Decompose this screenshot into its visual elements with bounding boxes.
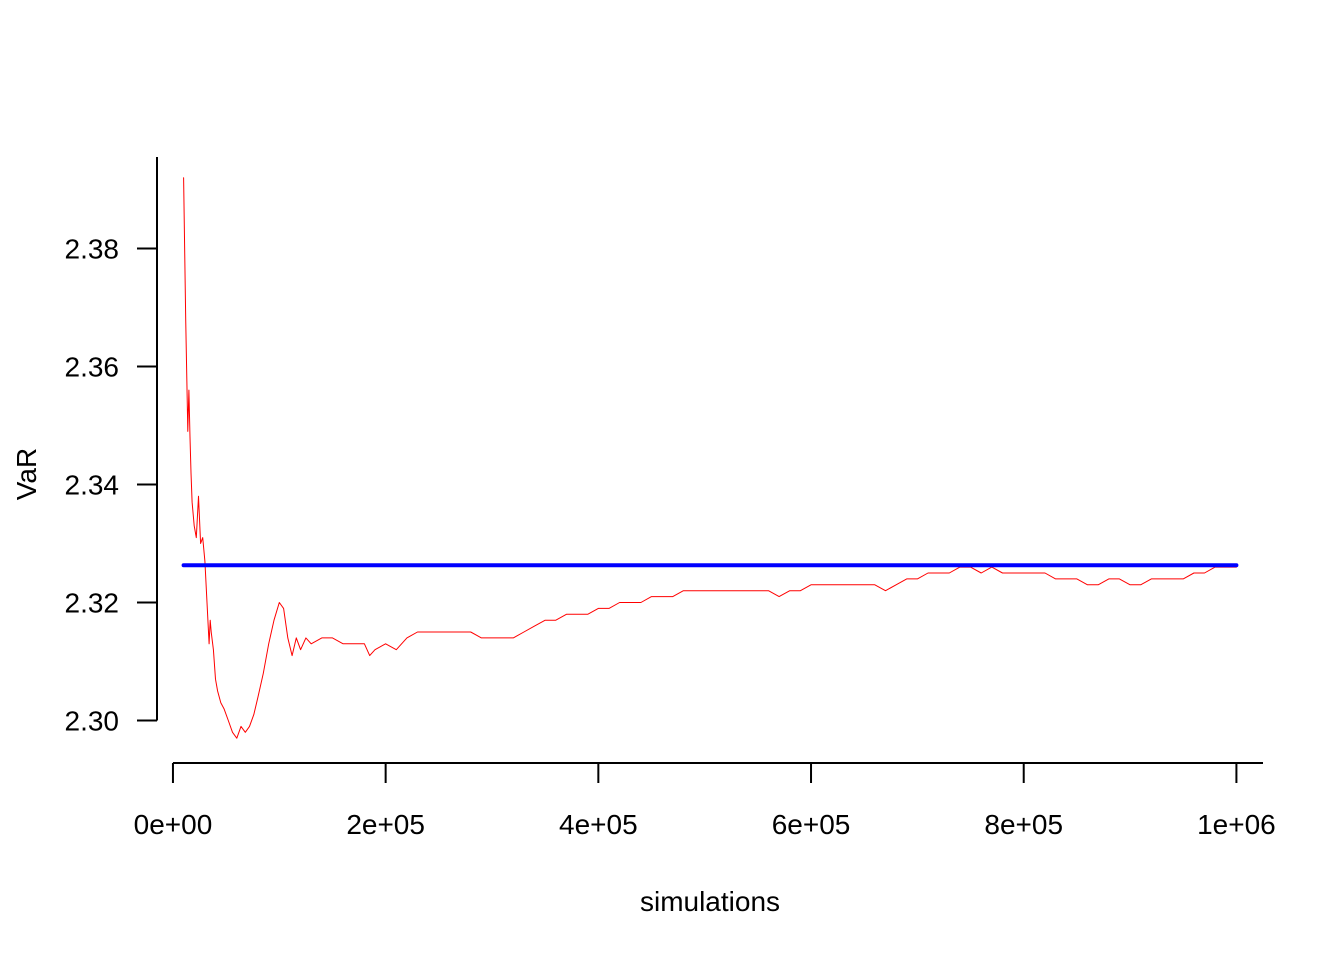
- x-tick-label: 6e+05: [772, 809, 851, 840]
- series-layer: [181, 177, 1239, 739]
- y-tick-label: 2.36: [65, 351, 120, 382]
- y-tick-label: 2.30: [65, 706, 120, 737]
- y-axis-title: VaR: [11, 448, 42, 500]
- y-tick-label: 2.34: [65, 469, 120, 500]
- x-tick-label: 1e+06: [1197, 809, 1276, 840]
- y-tick-label: 2.32: [65, 588, 120, 619]
- x-tick-label: 4e+05: [559, 809, 638, 840]
- x-axis-title: simulations: [640, 886, 780, 917]
- x-tick-label: 8e+05: [984, 809, 1063, 840]
- var-estimate-line: [183, 177, 1237, 739]
- x-tick-label: 2e+05: [346, 809, 425, 840]
- axes: 2.30 2.32 2.34 2.36 2.38 0e+00 2e+05 4e+05 6e+05…: [65, 157, 1276, 840]
- y-tick-label: 2.38: [65, 233, 120, 264]
- x-tick-label: 0e+00: [134, 809, 213, 840]
